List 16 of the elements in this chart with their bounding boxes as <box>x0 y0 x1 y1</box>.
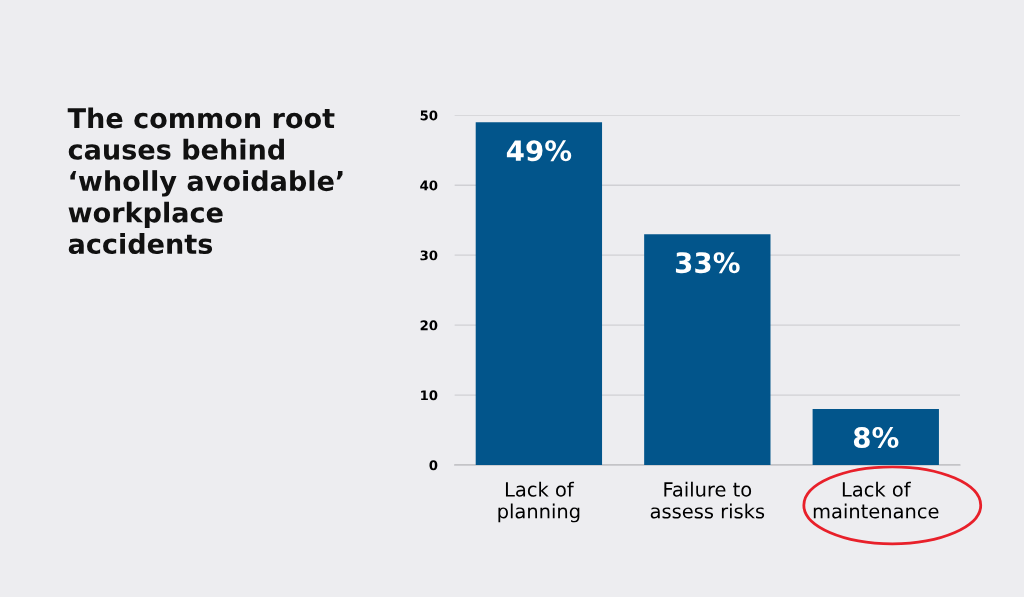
x-tick-label: Lack of planning <box>498 481 580 523</box>
text: The common root causes behind ‘wholly avoidable’ workplace accidents <box>67 107 343 255</box>
y-tick-label: 20 <box>420 320 438 331</box>
y-tick-label: 40 <box>420 180 438 191</box>
y-tick-label: 0 <box>429 460 438 471</box>
y-tick-label: 10 <box>421 390 438 401</box>
y-tick-label: 50 <box>420 110 438 121</box>
bar <box>475 122 603 466</box>
data-label: 33% <box>675 252 740 274</box>
x-tick-label: Failure to assess risks <box>650 481 765 519</box>
x-tick-label: Lack of maintenance <box>813 481 939 519</box>
y-tick-label: 30 <box>420 250 438 261</box>
data-label: 49% <box>506 140 572 162</box>
bar <box>644 234 771 466</box>
data-label: 8% <box>853 427 899 449</box>
bar <box>812 409 939 466</box>
